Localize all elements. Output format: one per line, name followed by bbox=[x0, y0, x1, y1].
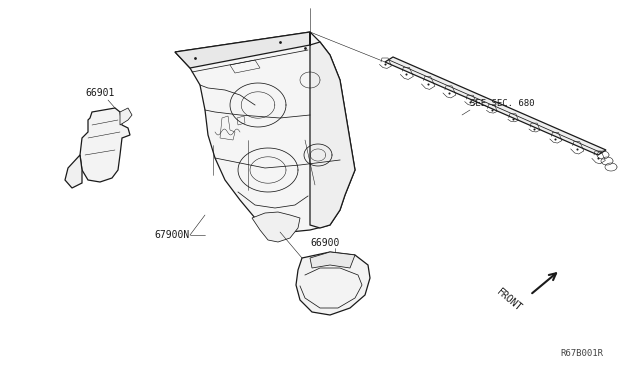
Text: R67B001R: R67B001R bbox=[560, 349, 603, 358]
Text: SEE SEC. 680: SEE SEC. 680 bbox=[470, 99, 534, 108]
Polygon shape bbox=[310, 32, 355, 228]
Polygon shape bbox=[120, 108, 132, 125]
Polygon shape bbox=[310, 252, 355, 268]
Polygon shape bbox=[252, 212, 300, 242]
Text: 66901: 66901 bbox=[85, 88, 115, 98]
Polygon shape bbox=[175, 32, 310, 68]
Text: 67900N: 67900N bbox=[154, 230, 189, 240]
Polygon shape bbox=[296, 252, 370, 315]
Polygon shape bbox=[80, 108, 130, 182]
Polygon shape bbox=[385, 57, 606, 155]
Text: FRONT: FRONT bbox=[495, 287, 524, 313]
Text: 66900: 66900 bbox=[310, 238, 340, 248]
Polygon shape bbox=[65, 155, 82, 188]
Polygon shape bbox=[175, 32, 355, 232]
